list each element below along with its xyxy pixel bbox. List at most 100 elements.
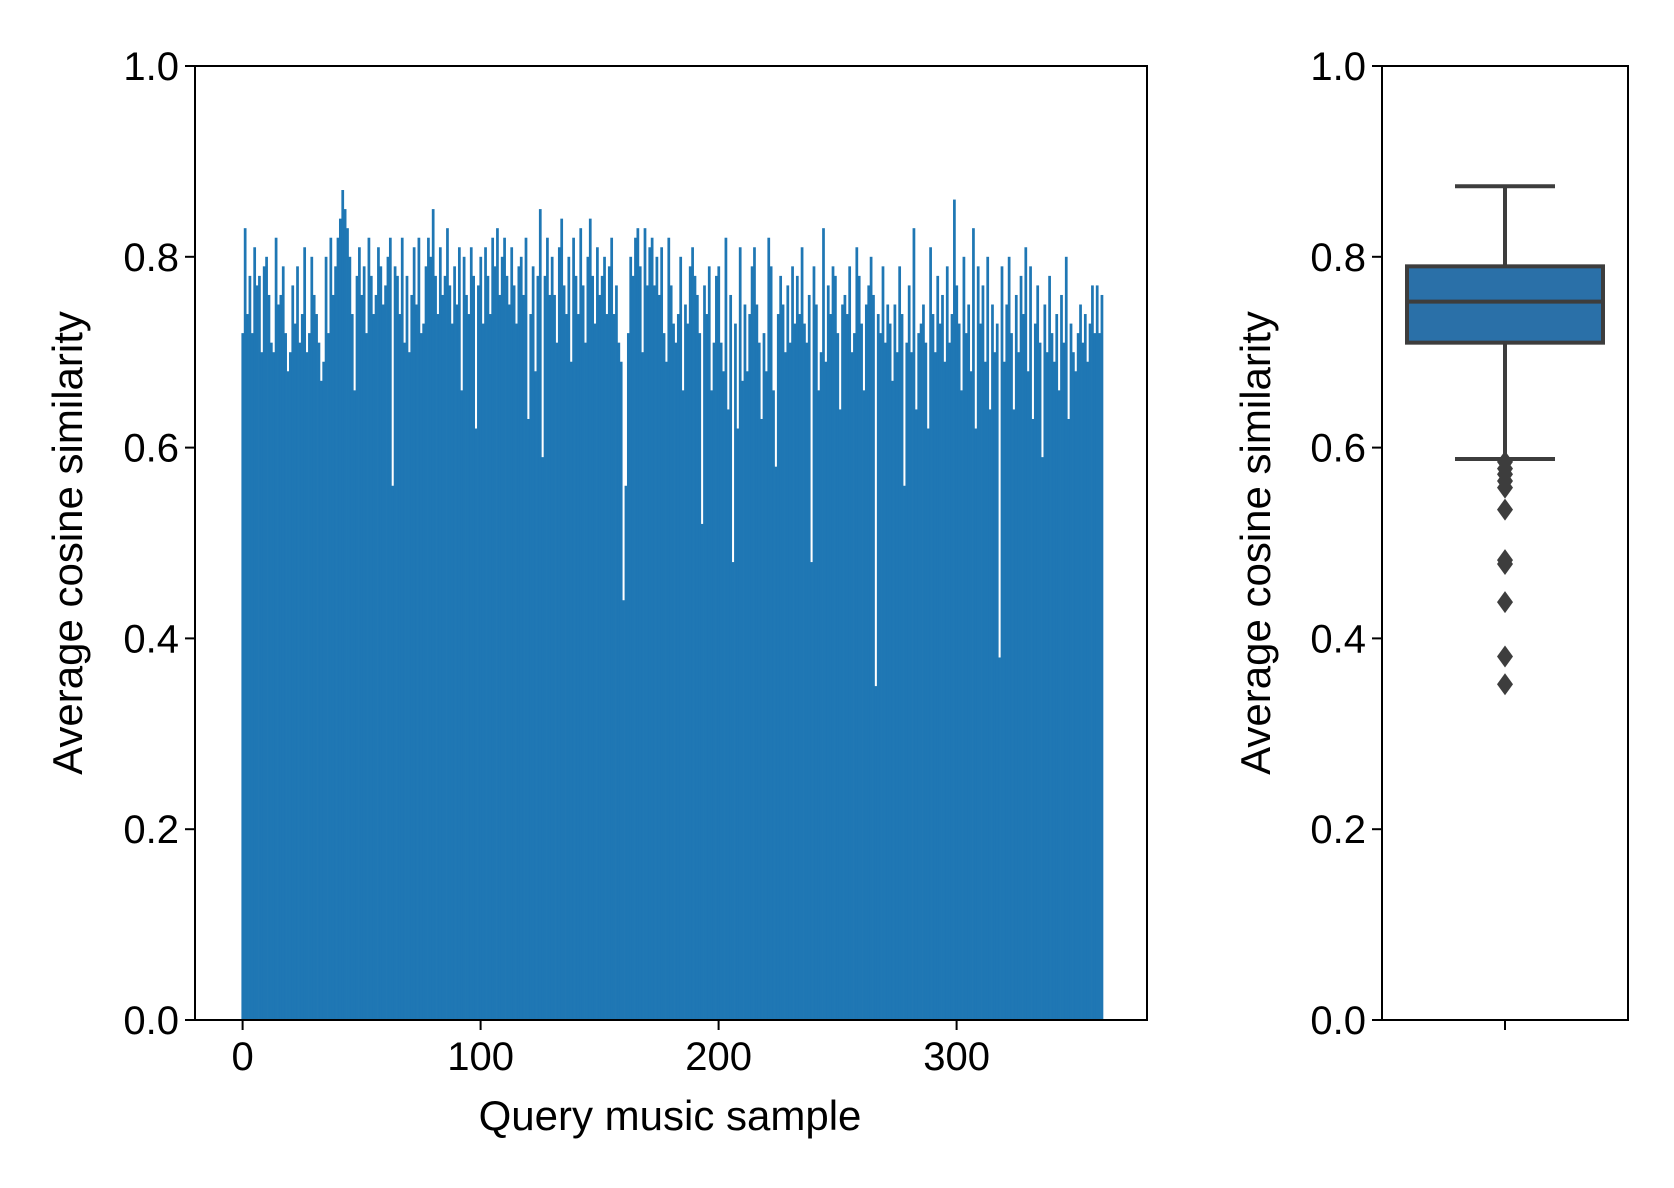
bar (362, 266, 366, 1021)
bar (388, 237, 392, 1021)
bar (662, 333, 666, 1020)
y-tick-label: 0.4 (123, 617, 179, 661)
bar (983, 361, 987, 1020)
bar (974, 428, 978, 1020)
bar (419, 333, 423, 1020)
bar (891, 380, 894, 1020)
bar (1036, 285, 1040, 1020)
bar (605, 314, 609, 1020)
bar (1074, 371, 1078, 1020)
bar (493, 266, 497, 1021)
bar (398, 314, 402, 1020)
bar (1019, 275, 1023, 1020)
bar (926, 428, 930, 1020)
bar (888, 323, 892, 1021)
bar (731, 562, 735, 1020)
bar (553, 294, 556, 1021)
y-tick-label: 0.8 (123, 236, 179, 280)
bar (933, 352, 937, 1020)
bar (1069, 323, 1073, 1021)
bar (872, 294, 875, 1021)
bar (408, 352, 411, 1020)
bar (524, 237, 528, 1021)
bar (724, 237, 728, 1021)
bar (1052, 361, 1056, 1020)
bar (862, 390, 866, 1020)
box-plot-y-axis: 0.0 0.2 0.4 0.6 0.8 1.0 (1310, 45, 1382, 1043)
bar (634, 237, 637, 1021)
bar (853, 333, 856, 1020)
bar (1003, 361, 1006, 1020)
bar (884, 342, 887, 1020)
bar (484, 247, 487, 1020)
bar (460, 390, 464, 1020)
bar (698, 333, 702, 1020)
bar (657, 294, 661, 1021)
bar (855, 247, 859, 1020)
bar (319, 380, 323, 1020)
bar (743, 304, 747, 1020)
y-tick-label: 0.6 (123, 427, 179, 471)
x-tick-label: 0 (231, 1035, 253, 1079)
bar (1093, 333, 1097, 1020)
bar (914, 409, 918, 1020)
bar (360, 294, 364, 1021)
bar (938, 323, 942, 1021)
bar (864, 304, 868, 1020)
bar (674, 342, 678, 1020)
bar (650, 237, 654, 1021)
bar (415, 304, 418, 1020)
y-tick-label: 0.4 (1310, 617, 1366, 661)
bar (565, 314, 568, 1020)
bar (612, 314, 616, 1020)
outlier-marker (1497, 476, 1513, 499)
bar-chart-x-axis: 0 100 200 300 (231, 1020, 990, 1079)
bar (250, 333, 254, 1020)
bar (1067, 418, 1070, 1021)
bar (322, 361, 326, 1020)
bar (776, 314, 780, 1020)
bar (750, 266, 754, 1021)
bar (843, 294, 847, 1021)
bar (567, 256, 571, 1020)
bar (534, 371, 537, 1020)
bar (529, 314, 533, 1020)
bar (900, 314, 904, 1020)
y-tick-label: 0.2 (1310, 808, 1366, 852)
bar (472, 275, 475, 1020)
bar (1000, 266, 1004, 1021)
outlier-marker (1497, 673, 1513, 696)
outlier-marker (1497, 498, 1513, 521)
bar (626, 333, 630, 1020)
bar (579, 228, 583, 1020)
bar (757, 342, 761, 1020)
bar (703, 285, 706, 1020)
bar (893, 304, 897, 1020)
bar (546, 237, 549, 1021)
bar (281, 266, 285, 1021)
bar (622, 600, 625, 1020)
bar-chart-frame (194, 65, 1148, 1021)
bar (679, 256, 683, 1020)
bar (831, 266, 835, 1021)
bar (829, 314, 832, 1020)
bar (569, 361, 573, 1020)
bar-chart-y-axis-label: Average cosine similarity (44, 311, 91, 775)
y-tick-label: 1.0 (1310, 45, 1366, 89)
bar (336, 237, 340, 1021)
bar (769, 266, 773, 1021)
bar (457, 247, 461, 1020)
bar (879, 333, 882, 1020)
bar (676, 314, 680, 1020)
bar (643, 228, 647, 1020)
bar (857, 275, 861, 1020)
bar (945, 266, 949, 1021)
bar (903, 485, 906, 1020)
bar (810, 562, 813, 1020)
bar (1010, 333, 1013, 1020)
bar (393, 266, 397, 1021)
bar (479, 256, 483, 1020)
bar (353, 390, 356, 1020)
bar (629, 256, 633, 1020)
